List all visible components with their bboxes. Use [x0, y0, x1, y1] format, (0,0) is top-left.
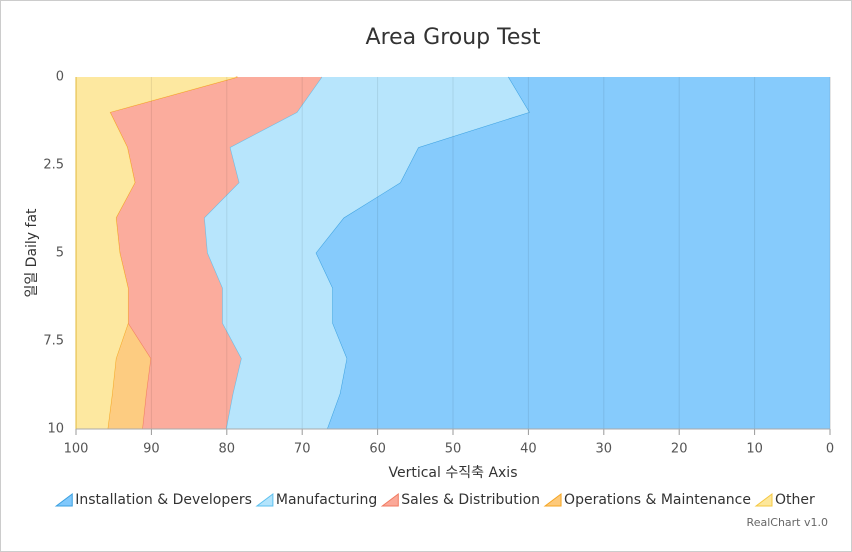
legend-label: Installation & Developers — [75, 492, 252, 508]
value-axis-title: Vertical 수직축 Axis — [389, 465, 518, 481]
legend-marker — [54, 493, 73, 507]
legend-label: Other — [775, 492, 815, 508]
x-tick-label: 0 — [826, 442, 834, 457]
area — [315, 77, 831, 429]
legend-marker — [380, 493, 399, 507]
x-tick-label: 30 — [596, 442, 613, 457]
area — [107, 77, 238, 429]
legend-item[interactable]: Other — [754, 492, 815, 508]
y-tick-label: 10 — [47, 422, 64, 437]
x-tick-label: 100 — [64, 442, 89, 457]
legend-label: Operations & Maintenance — [564, 492, 751, 508]
area — [109, 77, 322, 429]
legend: Installation & Developers Manufacturing Sa… — [54, 492, 815, 508]
x-tick-label: 20 — [671, 442, 688, 457]
legend-marker — [754, 493, 773, 507]
legend-item[interactable]: Operations & Maintenance — [543, 492, 751, 508]
x-tick-label: 80 — [219, 442, 236, 457]
plot-area: 0 10 20 30 40 50 60 70 80 90 100 0 2.5 5 7.5 10 — [43, 70, 834, 457]
y-tick-label: 7.5 — [43, 334, 64, 349]
x-tick-label: 50 — [445, 442, 462, 457]
credits: RealChart v1.0 — [747, 516, 828, 529]
legend-item[interactable]: Manufacturing — [255, 492, 377, 508]
y-tick-label: 5 — [56, 246, 64, 261]
y-tick-label: 2.5 — [43, 158, 64, 173]
category-axis-title: 일일 Daily fat — [24, 208, 40, 298]
x-tick-label: 90 — [143, 442, 160, 457]
x-tick-label: 10 — [746, 442, 763, 457]
legend-marker — [543, 493, 562, 507]
legend-item[interactable]: Installation & Developers — [54, 492, 252, 508]
area — [76, 77, 238, 429]
chart-title: Area Group Test — [366, 25, 541, 50]
legend-item[interactable]: Sales & Distribution — [380, 492, 540, 508]
legend-label: Manufacturing — [276, 492, 377, 508]
y-tick-label: 0 — [56, 70, 64, 85]
legend-label: Sales & Distribution — [401, 492, 540, 508]
x-tick-label: 40 — [520, 442, 537, 457]
legend-marker — [255, 493, 274, 507]
x-tick-label: 60 — [369, 442, 386, 457]
area — [204, 77, 530, 429]
x-tick-label: 70 — [294, 442, 311, 457]
